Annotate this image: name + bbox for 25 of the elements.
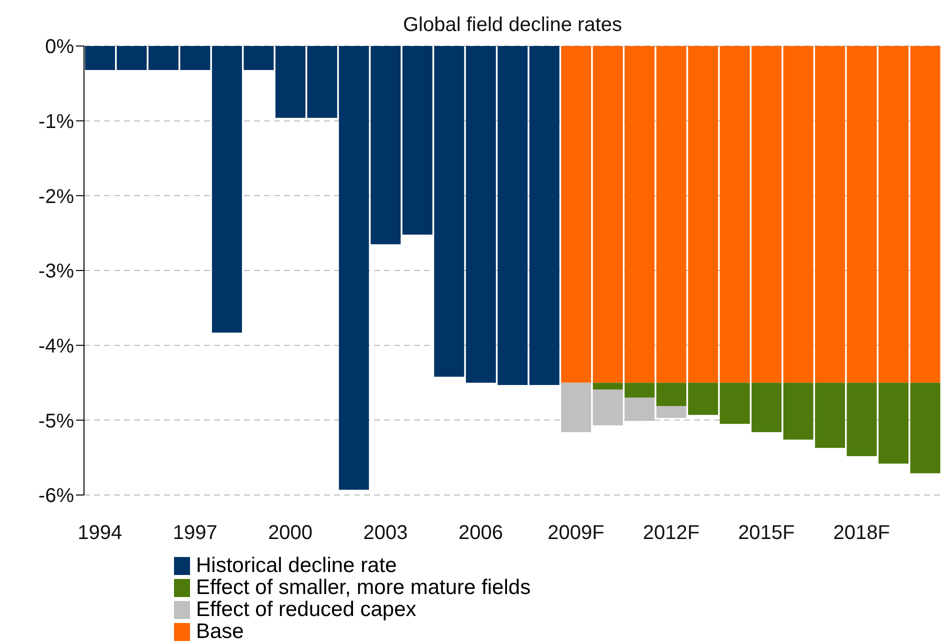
x-tick-label: 2006	[458, 522, 504, 544]
bar	[910, 382, 940, 474]
x-tick-label: 2012F	[642, 522, 700, 544]
bar	[561, 46, 592, 383]
chart-title: Global field decline rates	[402, 14, 623, 37]
bar	[910, 46, 940, 383]
legend-label: Historical decline rate	[196, 554, 397, 577]
x-tick-label: 2015F	[738, 522, 795, 544]
bar	[529, 46, 560, 385]
legend-label: Effect of smaller, more mature fields	[196, 576, 531, 599]
legend-label: Base	[196, 620, 244, 643]
y-tick-label: -3%	[38, 260, 74, 283]
y-tick-label: -1%	[38, 110, 74, 133]
legend-label: Effect of reduced capex	[196, 598, 416, 621]
y-tick-label: 0%	[45, 36, 74, 58]
x-tick-label: 1997	[172, 522, 218, 544]
x-tick-label: 1994	[78, 522, 122, 544]
x-tick-label: 2018F	[833, 522, 890, 544]
y-tick-label: -4%	[38, 335, 74, 358]
x-tick-label: 2000	[268, 522, 313, 544]
x-tick-label: 2003	[363, 522, 408, 544]
y-tick-label: -5%	[38, 410, 74, 432]
x-tick-label: 2009F	[548, 522, 604, 544]
y-tick-label: -2%	[38, 186, 74, 208]
y-tick-label: -6%	[38, 485, 74, 508]
